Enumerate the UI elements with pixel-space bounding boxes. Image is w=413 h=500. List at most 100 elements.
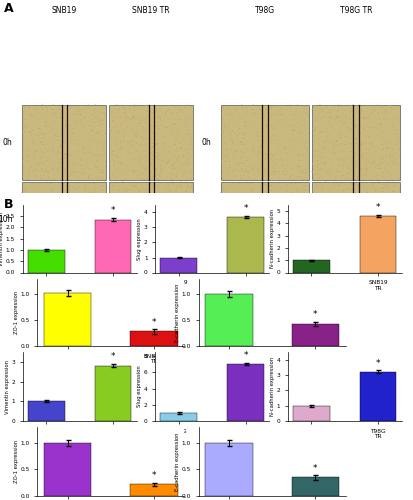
Point bbox=[263, 208, 269, 216]
Point bbox=[296, 238, 302, 246]
Point bbox=[287, 192, 293, 200]
Point bbox=[93, 156, 100, 164]
Point bbox=[337, 210, 344, 218]
Point bbox=[31, 186, 38, 194]
Point bbox=[387, 152, 394, 160]
Point bbox=[39, 134, 46, 141]
Point bbox=[228, 210, 235, 218]
Point bbox=[102, 200, 109, 208]
Point bbox=[334, 253, 341, 261]
Point bbox=[87, 148, 93, 156]
Point bbox=[315, 230, 322, 238]
Point bbox=[325, 102, 332, 110]
Point bbox=[92, 121, 99, 129]
Point bbox=[301, 182, 308, 190]
Point bbox=[292, 238, 298, 246]
Point bbox=[176, 182, 182, 190]
Point bbox=[77, 174, 84, 182]
Point bbox=[240, 110, 247, 118]
Point bbox=[44, 148, 51, 156]
Point bbox=[37, 239, 44, 247]
Point bbox=[342, 101, 349, 109]
Point bbox=[294, 114, 301, 122]
Point bbox=[175, 164, 181, 172]
Point bbox=[163, 160, 169, 168]
Point bbox=[391, 198, 397, 206]
Point bbox=[358, 214, 365, 222]
Point bbox=[142, 148, 149, 156]
Point bbox=[54, 220, 61, 228]
Point bbox=[268, 214, 275, 222]
Point bbox=[255, 168, 261, 176]
Point bbox=[116, 232, 123, 239]
Point bbox=[313, 149, 320, 157]
Point bbox=[171, 121, 178, 129]
Point bbox=[300, 132, 307, 140]
Point bbox=[95, 218, 102, 226]
Point bbox=[99, 116, 105, 124]
Point bbox=[157, 102, 164, 110]
Point bbox=[254, 208, 260, 216]
Point bbox=[332, 231, 338, 239]
Point bbox=[38, 236, 45, 244]
Point bbox=[375, 155, 381, 163]
Point bbox=[304, 130, 311, 138]
Point bbox=[241, 228, 248, 236]
Point bbox=[127, 169, 133, 177]
Point bbox=[234, 159, 241, 167]
Point bbox=[41, 225, 48, 233]
Bar bbox=[311, 182, 399, 258]
Point bbox=[276, 131, 282, 139]
Point bbox=[239, 224, 245, 232]
Point bbox=[95, 103, 102, 111]
Point bbox=[36, 194, 43, 202]
Point bbox=[336, 238, 343, 246]
Point bbox=[314, 242, 321, 250]
Point bbox=[314, 122, 320, 130]
Point bbox=[311, 197, 317, 205]
Point bbox=[172, 147, 179, 155]
Point bbox=[166, 187, 173, 195]
Point bbox=[156, 171, 163, 179]
Point bbox=[106, 128, 112, 136]
Point bbox=[293, 144, 300, 152]
Point bbox=[377, 147, 384, 155]
Point bbox=[76, 160, 83, 168]
Point bbox=[263, 151, 270, 159]
Point bbox=[285, 176, 291, 184]
Point bbox=[272, 214, 278, 222]
Point bbox=[342, 144, 348, 152]
Point bbox=[268, 134, 274, 142]
Point bbox=[370, 243, 376, 251]
Point bbox=[334, 200, 340, 208]
Point bbox=[380, 108, 387, 116]
Point bbox=[220, 123, 227, 131]
Point bbox=[320, 142, 327, 150]
Point bbox=[20, 226, 27, 234]
Point bbox=[148, 180, 154, 188]
Point bbox=[178, 222, 184, 230]
Point bbox=[42, 140, 49, 148]
Point bbox=[339, 192, 346, 200]
Point bbox=[324, 235, 330, 243]
Point bbox=[96, 210, 102, 218]
Point bbox=[283, 222, 290, 230]
Point bbox=[299, 202, 305, 209]
Point bbox=[42, 123, 48, 131]
Point bbox=[27, 161, 34, 169]
Point bbox=[185, 198, 191, 206]
Point bbox=[334, 110, 340, 118]
Point bbox=[60, 208, 67, 216]
Point bbox=[273, 156, 280, 164]
Point bbox=[32, 220, 38, 228]
Point bbox=[236, 129, 242, 137]
Point bbox=[347, 158, 353, 166]
Point bbox=[130, 112, 137, 120]
Point bbox=[93, 144, 100, 152]
Point bbox=[379, 112, 386, 120]
Point bbox=[157, 158, 164, 166]
Point bbox=[21, 120, 28, 128]
Point bbox=[152, 248, 159, 256]
Point bbox=[128, 141, 135, 149]
Point bbox=[24, 229, 30, 237]
